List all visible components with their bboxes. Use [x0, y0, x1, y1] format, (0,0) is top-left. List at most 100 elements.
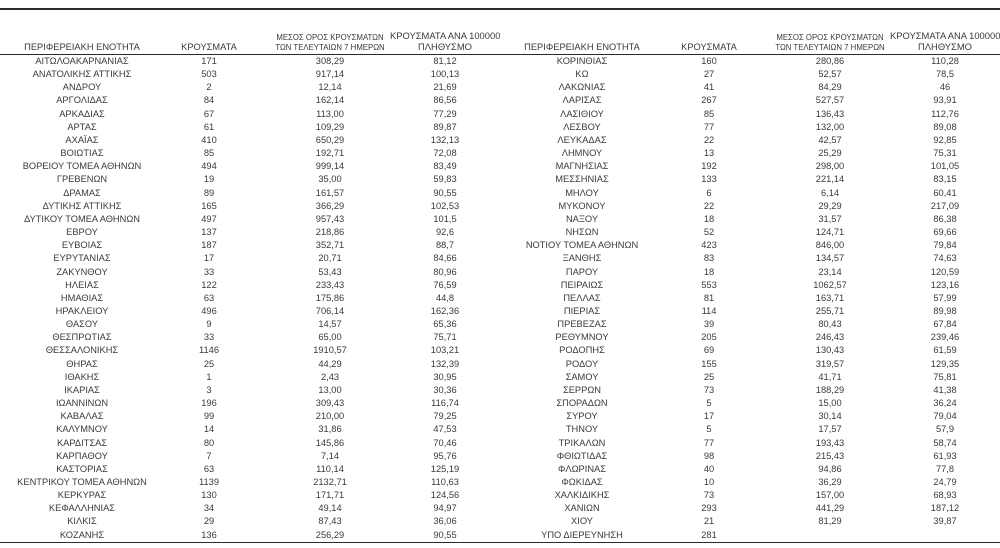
region-name-cell: ΕΥΒΟΙΑΣ	[61, 240, 103, 251]
region-name-cell: ΣΥΡΟΥ	[566, 411, 598, 422]
cases-cell: 33	[203, 266, 215, 277]
header-row: ΠΕΡΙΦΕΡΕΙΑΚΗ ΕΝΟΤΗΤΑ ΚΡΟΥΣΜΑΤΑ ΜΕΣΟΣ ΟΡΟ…	[500, 10, 1000, 55]
table-row: ΛΕΣΒΟΥ 77 132,00 89,08	[500, 121, 1000, 134]
table-row: ΧΑΝΙΩΝ 293 441,29 187,12	[500, 502, 1000, 515]
avg7-cell: 175,86	[315, 292, 345, 303]
table-row: ΠΙΕΡΙΑΣ 114 255,71 89,98	[500, 305, 1000, 318]
avg7-cell: 256,29	[315, 529, 345, 540]
table-row: ΑΝΑΤΟΛΙΚΗΣ ΑΤΤΙΚΗΣ 503 917,14 100,13	[0, 68, 500, 81]
avg7-cell: 210,00	[315, 411, 345, 422]
cases-cell: 187	[201, 240, 217, 251]
avg7-cell: 42,57	[818, 134, 842, 145]
table-row: ΛΗΜΝΟΥ 13 25,29 75,31	[500, 147, 1000, 160]
avg7-cell: 6,14	[820, 187, 840, 198]
table-row: ΣΑΜΟΥ 25 41,71 75,81	[500, 371, 1000, 384]
cases-cell: 205	[701, 332, 717, 343]
avg7-cell: 132,00	[815, 121, 845, 132]
region-name-cell: ΘΑΣΟΥ	[65, 319, 99, 330]
per100k-cell: 83,15	[933, 174, 957, 185]
cases-cell: 267	[701, 95, 717, 106]
per100k-cell: 74,63	[933, 253, 957, 264]
cases-cell: 410	[201, 134, 217, 145]
avg7-cell: 81,29	[818, 516, 842, 527]
avg7-cell: 215,43	[815, 450, 845, 461]
table-row: ΚΕΦΑΛΛΗΝΙΑΣ 34 49,14 94,97	[0, 502, 500, 515]
avg7-cell: 280,86	[815, 56, 845, 66]
table-row: ΔΥΤΙΚΗΣ ΑΤΤΙΚΗΣ 165 366,29 102,53	[0, 200, 500, 213]
avg7-cell: 136,43	[815, 108, 845, 119]
region-name-cell: ΠΕΛΛΑΣ	[563, 292, 601, 303]
header-line: ΤΩΝ ΤΕΛΕΥΤΑΙΩΝ 7 ΗΜΕΡΩΝ	[775, 42, 885, 52]
table-row: ΑΡΤΑΣ 61 109,29 89,87	[0, 121, 500, 134]
avg7-cell: 30,14	[818, 411, 842, 422]
cases-cell: 61	[203, 121, 215, 132]
avg7-cell: 53,43	[318, 266, 342, 277]
region-name-cell: ΔΡΑΜΑΣ	[63, 187, 101, 198]
cases-cell: 73	[703, 490, 715, 501]
header-line: ΠΛΗΘΥΣΜΟ	[418, 41, 472, 52]
cases-cell: 17	[203, 253, 215, 264]
per100k-cell: 46	[939, 82, 951, 93]
region-name-cell: ΑΝΔΡΟΥ	[62, 82, 102, 93]
table-row: ΕΒΡΟΥ 137 218,86 92,6	[0, 226, 500, 239]
header-line: ΜΕΣΟΣ ΟΡΟΣ ΚΡΟΥΣΜΑΤΩΝ	[776, 33, 884, 42]
region-name-cell: ΔΥΤΙΚΗΣ ΑΤΤΙΚΗΣ	[42, 200, 122, 211]
region-name-cell: ΜΥΚΟΝΟΥ	[558, 200, 606, 211]
region-name-cell: ΧΙΟΥ	[571, 516, 593, 527]
avg7-cell: 162,14	[315, 95, 345, 106]
table-row: ΠΑΡΟΥ 18 23,14 120,59	[500, 266, 1000, 279]
cases-table-left: ΠΕΡΙΦΕΡΕΙΑΚΗ ΕΝΟΤΗΤΑ ΚΡΟΥΣΜΑΤΑ ΜΕΣΟΣ ΟΡΟ…	[0, 10, 500, 543]
region-name-cell: ΞΑΝΘΗΣ	[562, 253, 602, 264]
cases-cell: 81	[703, 292, 715, 303]
table-row: ΑΙΤΩΛΟΑΚΑΡΝΑΝΙΑΣ 171 308,29 81,12	[0, 55, 500, 69]
cases-cell: 77	[703, 121, 715, 132]
cases-cell: 122	[201, 279, 217, 290]
cases-cell: 192	[701, 161, 717, 172]
cases-cell: 21	[703, 516, 715, 527]
per100k-cell: 112,76	[931, 108, 959, 119]
table-row: ΘΕΣΠΡΩΤΙΑΣ 33 65,00 75,71	[0, 331, 500, 344]
avg7-cell: 188,29	[815, 384, 845, 395]
avg7-cell: 246,43	[815, 332, 845, 343]
table-row: ΦΛΩΡΙΝΑΣ 40 94,86 77,8	[500, 463, 1000, 476]
table-row: ΚΑΡΠΑΘΟΥ 7 7,14 95,76	[0, 450, 500, 463]
table-row: ΜΑΓΝΗΣΙΑΣ 192 298,00 101,05	[500, 160, 1000, 173]
region-name-cell: ΑΡΚΑΔΙΑΣ	[59, 108, 105, 119]
region-name-cell: ΧΑΝΙΩΝ	[564, 503, 600, 514]
per100k-cell: 44,8	[435, 292, 455, 303]
region-name-cell: ΜΕΣΣΗΝΙΑΣ	[555, 174, 609, 185]
tables-container: ΠΕΡΙΦΕΡΕΙΑΚΗ ΕΝΟΤΗΤΑ ΚΡΟΥΣΜΑΤΑ ΜΕΣΟΣ ΟΡΟ…	[0, 10, 1000, 543]
region-name-cell: ΛΗΜΝΟΥ	[561, 148, 603, 159]
region-name-cell: ΚΑΣΤΟΡΙΑΣ	[56, 463, 108, 474]
per100k-cell: 58,74	[933, 437, 957, 448]
cases-cell: 165	[201, 200, 217, 211]
avg7-cell: 14,57	[318, 319, 342, 330]
avg7-cell: 31,86	[318, 424, 342, 435]
cases-cell: 114	[701, 305, 717, 316]
avg7-cell: 35,00	[318, 174, 342, 185]
region-name-cell: ΠΑΡΟΥ	[565, 266, 599, 277]
table-row: ΜΥΚΟΝΟΥ 22 29,29 217,09	[500, 200, 1000, 213]
avg7-cell: 124,71	[815, 227, 845, 238]
per100k-cell: 101,05	[930, 161, 960, 172]
per100k-cell: 93,91	[933, 95, 957, 106]
avg7-cell: 109,29	[315, 121, 345, 132]
region-name-cell: ΜΗΛΟΥ	[565, 187, 599, 198]
avg7-cell: 441,29	[815, 503, 845, 514]
avg7-cell: 157,00	[815, 490, 845, 501]
avg7-cell: 110,14	[316, 463, 344, 474]
region-name-cell: ΡΕΘΥΜΝΟΥ	[555, 332, 609, 343]
per100k-cell: 36,24	[933, 398, 957, 409]
region-name-cell: ΓΡΕΒΕΝΩΝ	[56, 174, 108, 185]
cases-cell: 423	[701, 240, 717, 251]
header-row: ΠΕΡΙΦΕΡΕΙΑΚΗ ΕΝΟΤΗΤΑ ΚΡΟΥΣΜΑΤΑ ΜΕΣΟΣ ΟΡΟ…	[0, 10, 500, 55]
avg7-cell: 17,57	[818, 424, 842, 435]
per100k-cell: 86,56	[433, 95, 457, 106]
region-name-cell: ΤΡΙΚΑΛΩΝ	[558, 437, 606, 448]
table-row: ΑΧΑΪΑΣ 410 650,29 132,13	[0, 134, 500, 147]
cases-cell: 69	[703, 345, 715, 356]
table-row: ΚΕΡΚΥΡΑΣ 130 171,71 124,56	[0, 489, 500, 502]
cases-cell: 3	[206, 384, 212, 395]
per100k-cell: 47,53	[433, 424, 457, 435]
per100k-cell: 80,96	[433, 266, 457, 277]
